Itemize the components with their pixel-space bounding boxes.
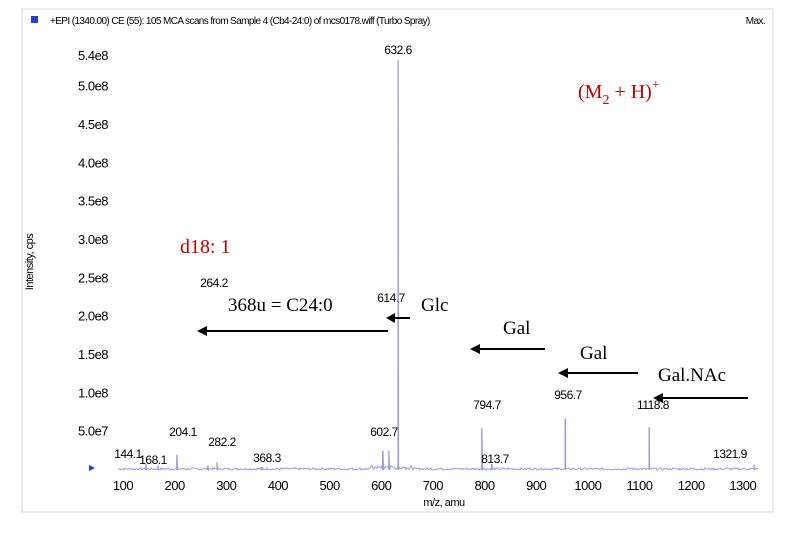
annotation-glc: Glc: [421, 295, 448, 316]
peak-label: 794.7: [473, 398, 501, 412]
peak-label: 614.7: [377, 291, 405, 305]
y-tick-label: 3.0e8: [78, 232, 108, 247]
x-tick-label: 1100: [627, 478, 653, 493]
x-axis: 100 200 300 400 500 600 700 800 900 1000 1100 1200 1…: [113, 478, 757, 493]
y-axis-label: Intensity, cps: [24, 233, 36, 290]
peak-label: 368.3: [253, 451, 281, 465]
annotation-galnac: Gal.NAc: [658, 365, 726, 386]
y-tick-label: 1.0e8: [78, 385, 108, 400]
max-label: Max.: [746, 16, 765, 27]
x-tick-label: 500: [319, 478, 339, 493]
arrow-gal-2-head: [558, 368, 568, 378]
peak-label: 144.1: [114, 447, 142, 461]
svg-text:Intensity, cps: Intensity, cps: [24, 233, 36, 290]
arrow-galnac-head: [653, 393, 663, 403]
y-tick-label: 4.0e8: [78, 155, 108, 170]
y-tick-label: 3.5e8: [78, 194, 108, 209]
y-tick-label: 2.5e8: [78, 270, 108, 285]
x-tick-label: 1300: [729, 478, 756, 493]
peak-label: 204.1: [169, 425, 197, 439]
arrow-gal-1-head: [470, 344, 480, 354]
arrow-c24-head: [197, 326, 207, 336]
peak-label: 1118.8: [637, 398, 670, 412]
peak-label: 632.6: [384, 43, 412, 57]
chart-frame: [21, 8, 774, 513]
neutral-loss-arrows: [197, 313, 748, 403]
annotation-gal-2: Gal: [580, 343, 607, 364]
peak-label: 813.7: [481, 452, 509, 466]
y-tick-label: 5.4e8: [78, 48, 108, 63]
x-tick-label: 100: [113, 478, 133, 493]
y-axis: 5.0e7 1.0e8 1.5e8 2.0e8 2.5e8 3.0e8 3.5e8 4.0e8…: [78, 48, 109, 439]
peak-label: 264.2: [200, 276, 228, 290]
y-tick-label: 5.0e8: [78, 79, 108, 94]
chart-header-title: +EPI (1340.00) CE (55): 105 MCA scans fr…: [50, 16, 430, 27]
annotation-sphingosine: d18: 1: [180, 236, 231, 258]
y-tick-label: 2.0e8: [78, 309, 108, 324]
y-tick-label: 5.0e7: [78, 424, 108, 439]
title-marker-icon: [31, 16, 38, 23]
y-tick-label: 4.5e8: [78, 117, 108, 132]
peak-label: 282.2: [208, 435, 236, 449]
peak-label: 602.7: [370, 425, 398, 439]
x-tick-label: 300: [216, 478, 236, 493]
x-tick-label: 700: [423, 478, 443, 493]
x-axis-label: m/z, amu: [423, 497, 465, 509]
annotation-gal-1: Gal: [503, 318, 530, 339]
x-tick-label: 200: [165, 478, 185, 493]
y-tick-label: 1.5e8: [78, 347, 108, 362]
x-tick-label: 1200: [678, 478, 705, 493]
parent-ion-annotation: (M2 + H)+: [578, 78, 660, 108]
peak-label: 168.1: [139, 453, 167, 467]
x-tick-label: 800: [474, 478, 494, 493]
annotation-fatty-acid: 368u = C24:0: [228, 295, 333, 316]
x-tick-label: 400: [268, 478, 288, 493]
peak-label: 956.7: [554, 388, 582, 402]
x-tick-label: 1000: [574, 478, 601, 493]
arrow-glc-head: [386, 313, 395, 323]
peak-label: 1321.9: [713, 447, 748, 461]
x-tick-label: 900: [526, 478, 546, 493]
x-tick-label: 600: [371, 478, 391, 493]
x-axis-marker-icon: [89, 465, 95, 471]
